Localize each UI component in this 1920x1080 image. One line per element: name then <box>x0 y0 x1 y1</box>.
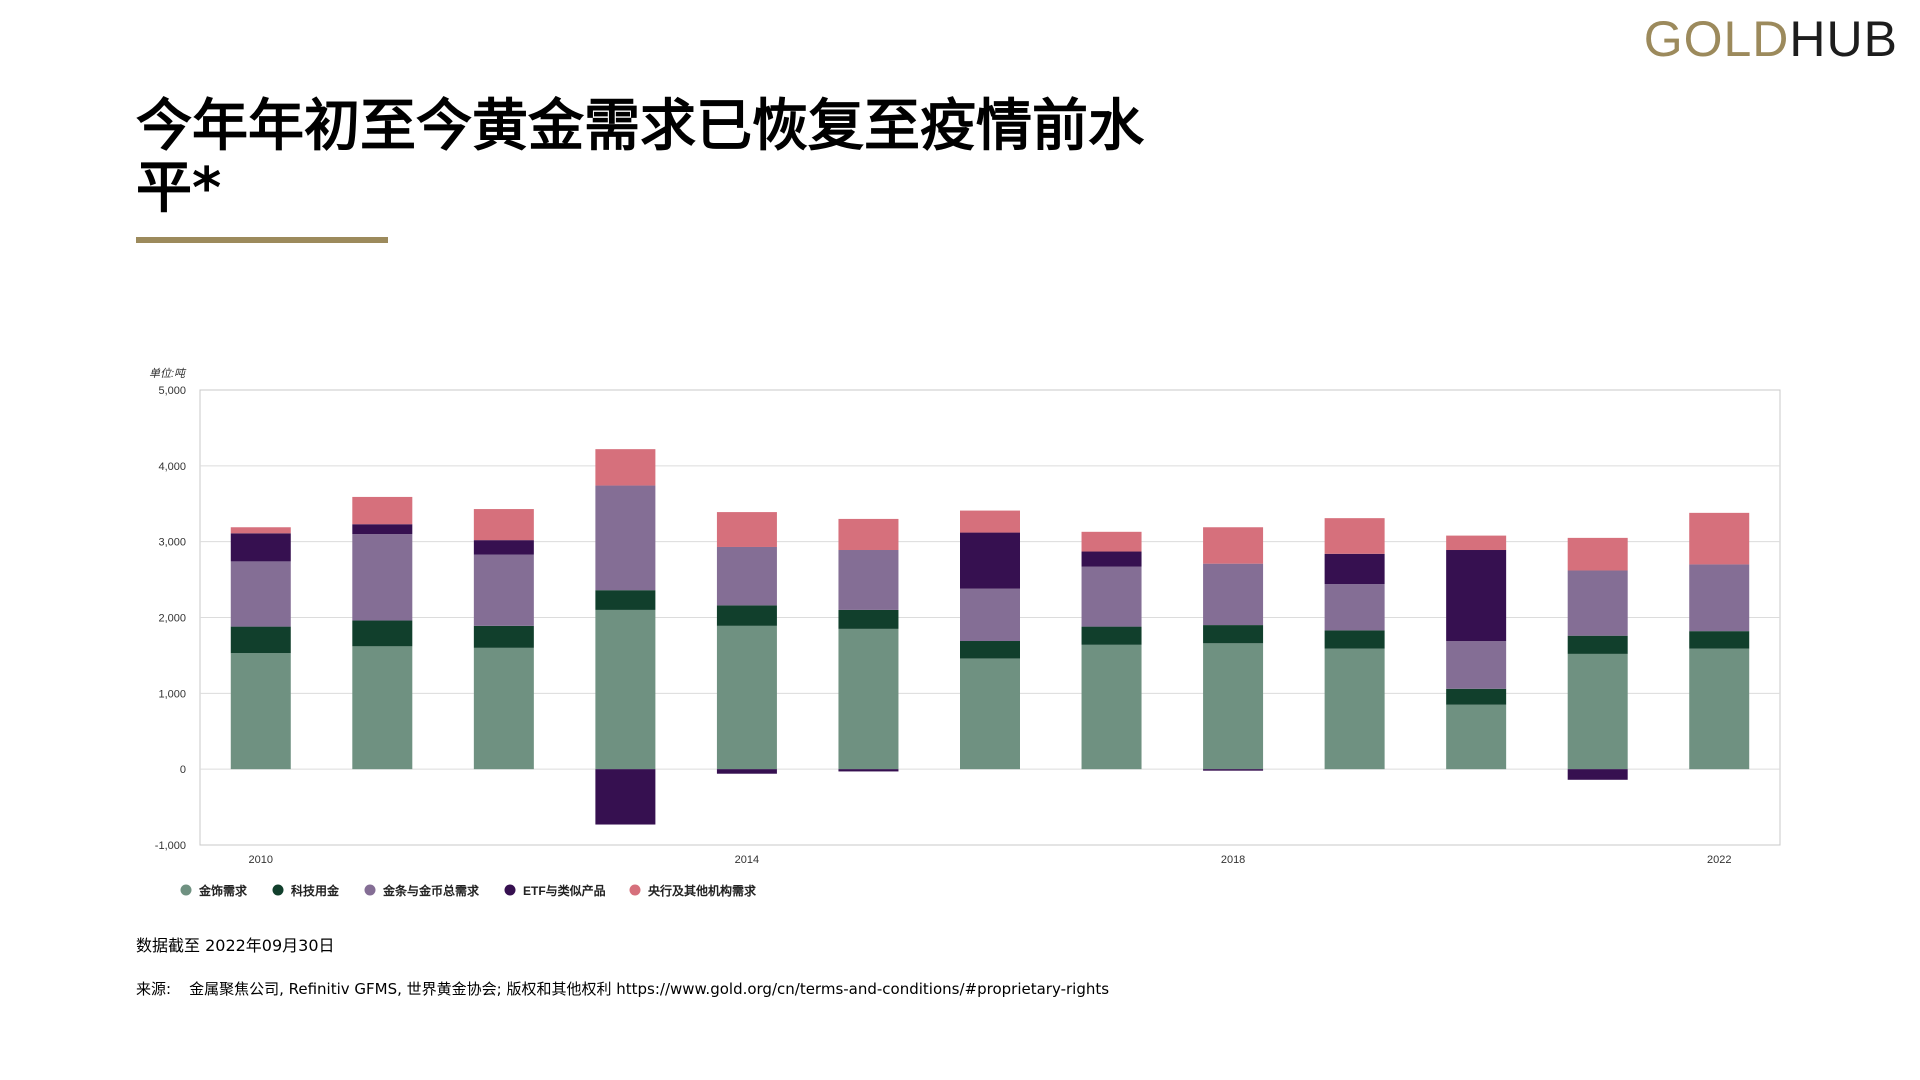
x-tick-label: 2018 <box>1221 854 1245 866</box>
bar-segment <box>716 546 777 606</box>
y-tick-label: -1,000 <box>155 840 186 852</box>
bar-segment <box>838 550 899 610</box>
bar-segment <box>473 540 534 555</box>
y-tick-label: 5,000 <box>158 385 186 397</box>
bar-segment <box>838 628 899 770</box>
bar-segment <box>1203 625 1264 644</box>
bar-segment <box>960 588 1020 642</box>
goldhub-logo: GOLDHUB <box>1644 10 1898 68</box>
data-date-note: 数据截至 2022年09月30日 <box>136 936 335 955</box>
bar-segment <box>1567 769 1628 780</box>
bar-segment <box>595 485 656 591</box>
bar-segment <box>1081 644 1142 770</box>
bar-segment <box>960 510 1020 533</box>
legend-label: 央行及其他机构需求 <box>648 883 757 898</box>
bar-segment <box>1203 643 1264 770</box>
bar-segment <box>230 626 291 654</box>
demand-stacked-bar-chart: -1,000 0 1,000 2,000 3,000 4,000 5,000 单位:吨 2010… <box>149 367 1781 898</box>
logo-hub-text: HUB <box>1789 11 1898 67</box>
bar-segment <box>1689 564 1750 632</box>
bar-segment <box>1446 704 1507 770</box>
bar-segment <box>1081 626 1142 645</box>
y-tick-label: 4,000 <box>158 461 186 473</box>
bar-segment <box>838 769 899 772</box>
bar-segment <box>352 646 413 770</box>
bar-segment <box>1324 518 1385 554</box>
source-text: 金属聚焦公司, Refinitiv GFMS, 世界黄金协会; 版权和其他权利 … <box>189 980 1110 998</box>
bar-segment <box>473 509 534 541</box>
bar-segment <box>716 512 777 547</box>
bar-segment <box>230 527 291 534</box>
bar-segment <box>230 653 291 770</box>
bar-segment <box>1446 688 1507 705</box>
bar-segment <box>473 554 534 626</box>
legend-label: 金饰需求 <box>198 883 248 898</box>
bar-segment <box>1203 769 1264 771</box>
logo-gold-text: GOLD <box>1643 11 1790 67</box>
bar-segment <box>838 609 899 629</box>
legend-label: 金条与金币总需求 <box>382 883 480 898</box>
bar-segment <box>716 769 777 774</box>
bar-segment <box>960 658 1020 770</box>
bar-segment <box>1324 584 1385 631</box>
bar-segment <box>1324 648 1385 770</box>
bar-segment <box>1324 553 1385 585</box>
x-tick-label: 2010 <box>249 854 273 866</box>
bar-segment <box>1567 570 1628 636</box>
bar-segment <box>595 769 656 825</box>
bar-segment <box>1689 512 1750 565</box>
x-tick-label: 2022 <box>1707 854 1731 866</box>
bar-segment <box>1446 641 1507 689</box>
bar-segment <box>1567 653 1628 770</box>
bar-segment <box>1567 635 1628 654</box>
y-tick-label: 0 <box>180 764 186 776</box>
bar-segment <box>838 518 899 551</box>
bar-segment <box>1203 563 1264 626</box>
bar-segment <box>230 533 291 562</box>
y-tick-label: 1,000 <box>158 688 186 700</box>
bar-segment <box>960 532 1020 589</box>
x-tick-label: 2014 <box>735 854 759 866</box>
bar-segment <box>1081 551 1142 567</box>
page-title: 今年年初至今黄金需求已恢复至疫情前水平* <box>136 94 1144 221</box>
bar-segment <box>595 609 656 770</box>
bar-segment <box>352 496 413 525</box>
bar-segment <box>1324 630 1385 649</box>
bar-segment <box>716 605 777 626</box>
bar-segment <box>1203 527 1264 564</box>
bar-segment <box>473 647 534 770</box>
legend-swatch <box>504 884 516 896</box>
source-label: 来源: <box>136 980 172 998</box>
legend-swatch <box>272 884 284 896</box>
title-underline <box>136 237 388 243</box>
legend-swatch <box>364 884 376 896</box>
legend-label: ETF与类似产品 <box>523 883 606 898</box>
bar-segment <box>473 625 534 648</box>
y-tick-label: 2,000 <box>158 613 186 625</box>
bar-segment <box>595 449 656 486</box>
bar-segment <box>1567 537 1628 571</box>
bar-segment <box>595 590 656 610</box>
bar-segment <box>230 561 291 627</box>
legend-swatch <box>629 884 641 896</box>
bar-segment <box>352 524 413 535</box>
bar-segment <box>352 534 413 621</box>
unit-label: 单位:吨 <box>149 367 187 380</box>
bar-segment <box>1446 550 1507 642</box>
bar-segment <box>1689 631 1750 649</box>
source-note: 来源: 金属聚焦公司, Refinitiv GFMS, 世界黄金协会; 版权和其他… <box>136 978 1109 999</box>
bar-segment <box>1446 535 1507 551</box>
bar-segment <box>1081 531 1142 552</box>
bar-segment <box>352 620 413 647</box>
bar-segment <box>960 641 1020 659</box>
legend-swatch <box>180 884 192 896</box>
bar-segment <box>716 625 777 770</box>
bar-segment <box>1689 648 1750 770</box>
bar-segment <box>1081 566 1142 627</box>
legend-label: 科技用金 <box>291 883 340 898</box>
y-tick-label: 3,000 <box>158 537 186 549</box>
